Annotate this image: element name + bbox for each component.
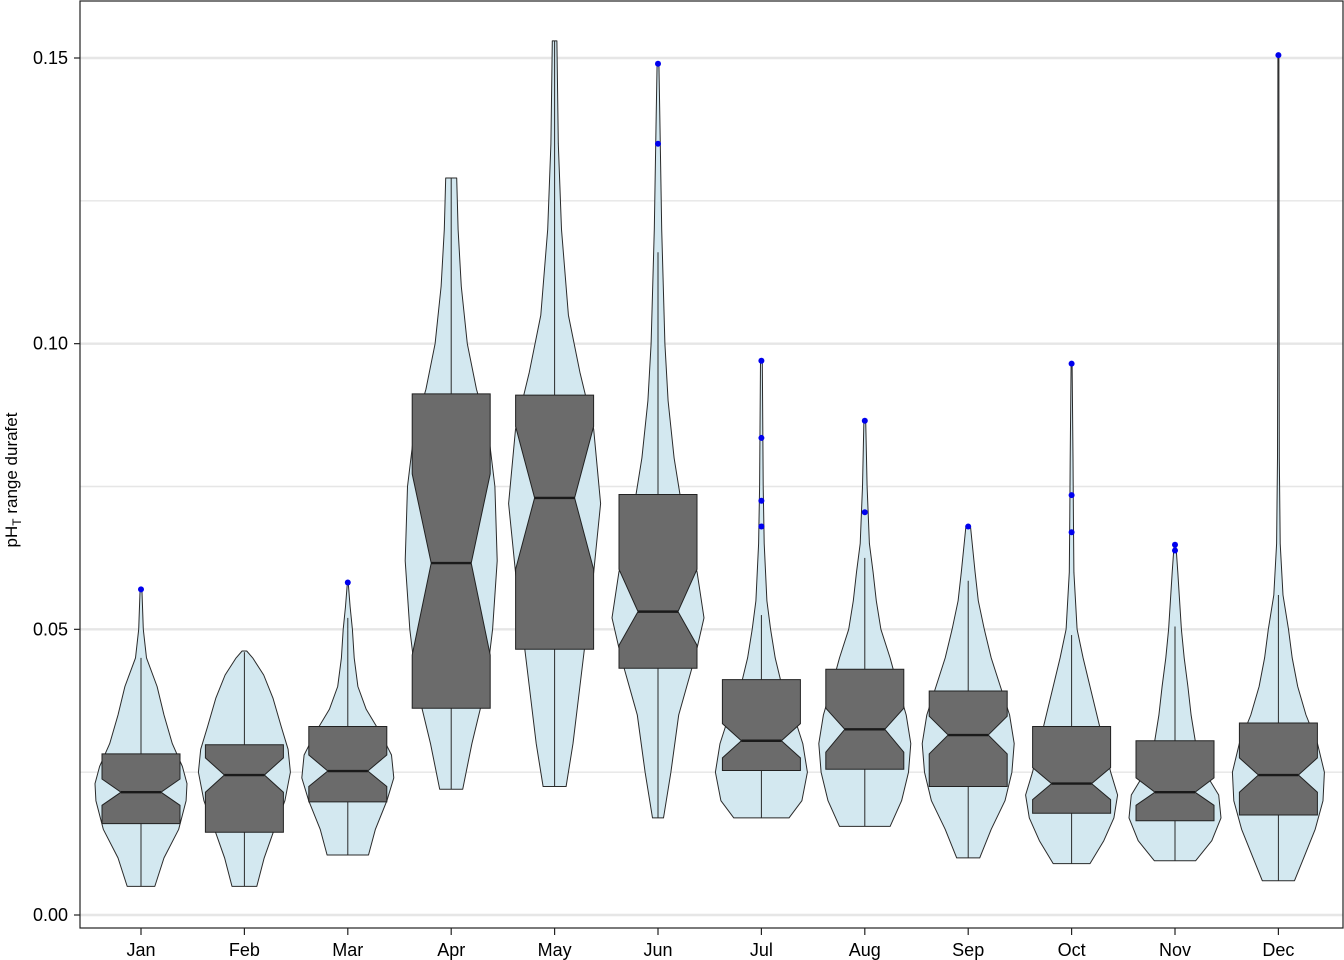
y-axis-title-main: pH	[2, 526, 21, 548]
box-oct	[1032, 726, 1112, 814]
outlier-point	[758, 497, 765, 504]
box-mar	[308, 726, 388, 803]
box-jul	[721, 679, 801, 771]
outlier-point	[861, 417, 868, 424]
y-axis-title-suffix: range durafet	[2, 412, 21, 518]
box-may	[515, 394, 595, 650]
outlier-point	[655, 140, 661, 147]
outlier-point	[138, 586, 144, 593]
x-tick-label-jun: Jun	[643, 940, 672, 960]
outlier-point	[965, 523, 972, 530]
x-tick-label-jul: Jul	[750, 940, 773, 960]
outlier-point	[758, 434, 765, 441]
outlier-point	[1068, 360, 1075, 367]
outlier-point	[1068, 529, 1075, 536]
outlier-point	[861, 509, 868, 516]
x-tick-label-sep: Sep	[952, 940, 984, 960]
box-sep	[928, 690, 1008, 787]
outlier-point	[1275, 52, 1282, 59]
y-axis-title: pHT range durafet	[2, 412, 24, 547]
y-axis: 0.00 0.05 0.10 0.15	[33, 48, 80, 925]
box-nov	[1135, 740, 1215, 822]
box-dec	[1238, 722, 1318, 816]
box-apr	[411, 393, 491, 709]
x-tick-label-oct: Oct	[1058, 940, 1086, 960]
outliers	[138, 52, 1282, 593]
y-tick-label: 0.05	[33, 619, 68, 639]
outlier-point	[655, 60, 661, 67]
x-tick-label-dec: Dec	[1262, 940, 1294, 960]
y-axis-title-subscript: T	[10, 518, 24, 526]
box-jan	[101, 753, 181, 825]
y-tick-label: 0.00	[33, 905, 68, 925]
x-axis: Jan Feb Mar Apr May Jun Jul Aug Sep Oct Nov Dec	[126, 928, 1294, 960]
x-tick-label-jan: Jan	[126, 940, 155, 960]
box-aug	[825, 668, 905, 770]
x-tick-label-aug: Aug	[849, 940, 881, 960]
box-jun	[618, 494, 698, 669]
x-tick-label-may: May	[538, 940, 572, 960]
outlier-point	[758, 357, 765, 364]
plot-area-border	[79, 0, 1344, 929]
outlier-point	[1172, 541, 1178, 548]
y-tick-label: 0.10	[33, 334, 68, 354]
box-feb	[204, 744, 284, 833]
x-tick-label-mar: Mar	[332, 940, 363, 960]
x-tick-label-apr: Apr	[437, 940, 465, 960]
outlier-point	[1172, 547, 1178, 554]
x-tick-label-feb: Feb	[229, 940, 260, 960]
outlier-point	[1068, 492, 1075, 499]
grid-lines	[80, 56, 1343, 917]
y-tick-label: 0.15	[33, 48, 68, 68]
outlier-point	[344, 579, 351, 586]
outlier-point	[758, 523, 765, 530]
x-tick-label-nov: Nov	[1159, 940, 1191, 960]
boxplots	[101, 40, 1318, 887]
